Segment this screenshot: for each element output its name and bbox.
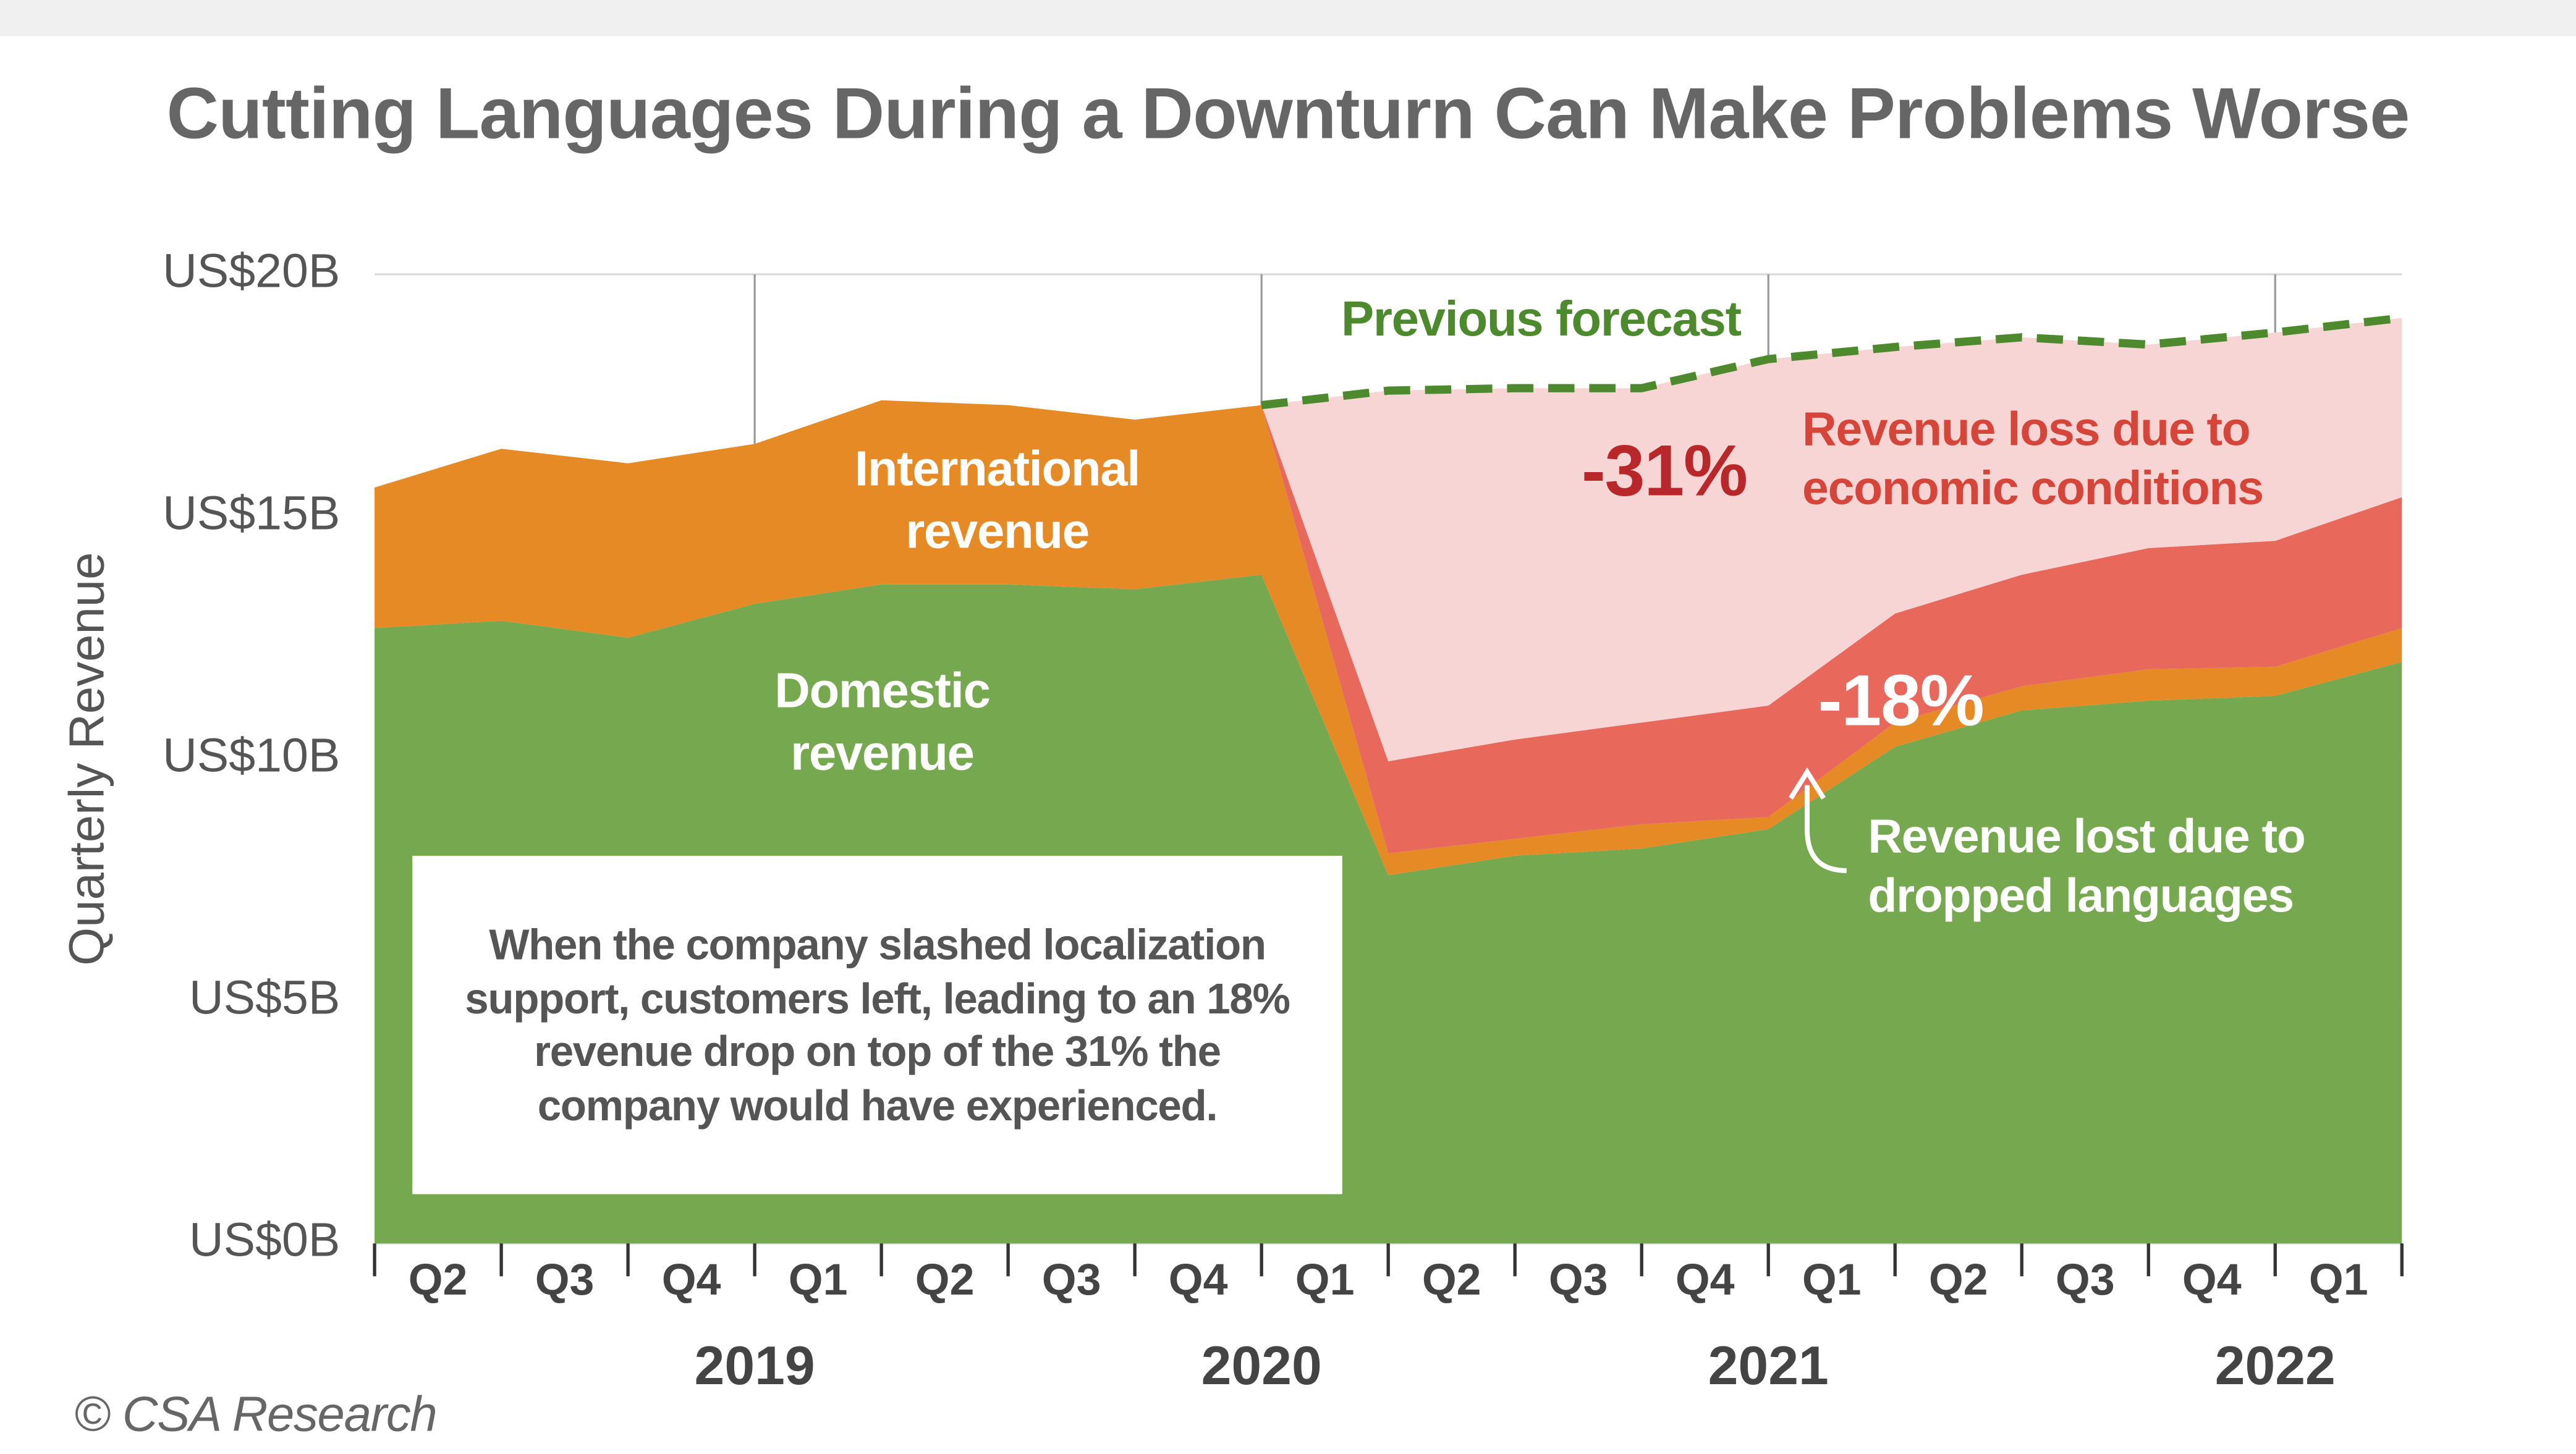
year-label: 2020 bbox=[1201, 1335, 1322, 1396]
y-tick-label: US$15B bbox=[163, 486, 340, 539]
x-tick-label: Q4 bbox=[2182, 1255, 2242, 1304]
x-tick-label: Q2 bbox=[409, 1255, 468, 1304]
y-tick-label: US$20B bbox=[163, 244, 340, 297]
x-tick-label: Q3 bbox=[1042, 1255, 1101, 1304]
x-tick-label: Q3 bbox=[1549, 1255, 1608, 1304]
series-label: Domestic revenue bbox=[774, 664, 991, 780]
series-label: International revenue bbox=[854, 442, 1141, 559]
arrow bbox=[1805, 785, 1847, 873]
x-tick-label: Q1 bbox=[2309, 1255, 2368, 1304]
area bbox=[375, 400, 2402, 876]
x-tick-label: Q4 bbox=[662, 1255, 721, 1304]
x-tick-label: Q1 bbox=[789, 1255, 848, 1304]
x-tick-label: Q4 bbox=[1676, 1255, 1735, 1304]
series-label: Previous forecast bbox=[1341, 292, 1742, 347]
year-label: 2021 bbox=[1708, 1335, 1829, 1396]
annotation: -18% bbox=[1818, 661, 1985, 742]
note-text: When the company slashed localization su… bbox=[465, 919, 1290, 1130]
x-tick-label: Q2 bbox=[1929, 1255, 1988, 1304]
series-label: Revenue lost due to dropped languages bbox=[1868, 811, 2306, 924]
year-label: 2022 bbox=[2215, 1335, 2336, 1396]
top-band bbox=[0, 0, 2576, 36]
note-box: When the company slashed localization su… bbox=[412, 855, 1342, 1194]
line bbox=[1261, 313, 2403, 410]
x-tick-label: Q4 bbox=[1169, 1255, 1228, 1304]
chart-title: Cutting Languages During a Downturn Can … bbox=[166, 74, 2410, 154]
x-tick-label: Q2 bbox=[915, 1255, 975, 1304]
y-tick-label: US$0B bbox=[189, 1214, 340, 1267]
y-tick-label: US$10B bbox=[163, 729, 340, 782]
x-tick-label: Q1 bbox=[1295, 1255, 1355, 1304]
x-tick-label: Q1 bbox=[1802, 1255, 1862, 1304]
annotation: -31% bbox=[1581, 431, 1748, 512]
x-tick-label: Q2 bbox=[1422, 1255, 1481, 1304]
year-label: 2019 bbox=[695, 1335, 815, 1396]
x-tick-label: Q3 bbox=[2056, 1255, 2115, 1304]
x-tick-label: Q3 bbox=[535, 1255, 595, 1304]
y-axis-label: Quarterly Revenue bbox=[59, 552, 114, 965]
series-label: Revenue loss due to economic conditions bbox=[1802, 404, 2264, 517]
y-tick-label: US$5B bbox=[189, 971, 340, 1025]
source: © CSA Research bbox=[74, 1388, 438, 1442]
area bbox=[1261, 318, 2402, 762]
arrow-head bbox=[1789, 767, 1826, 800]
area bbox=[1261, 405, 2402, 854]
